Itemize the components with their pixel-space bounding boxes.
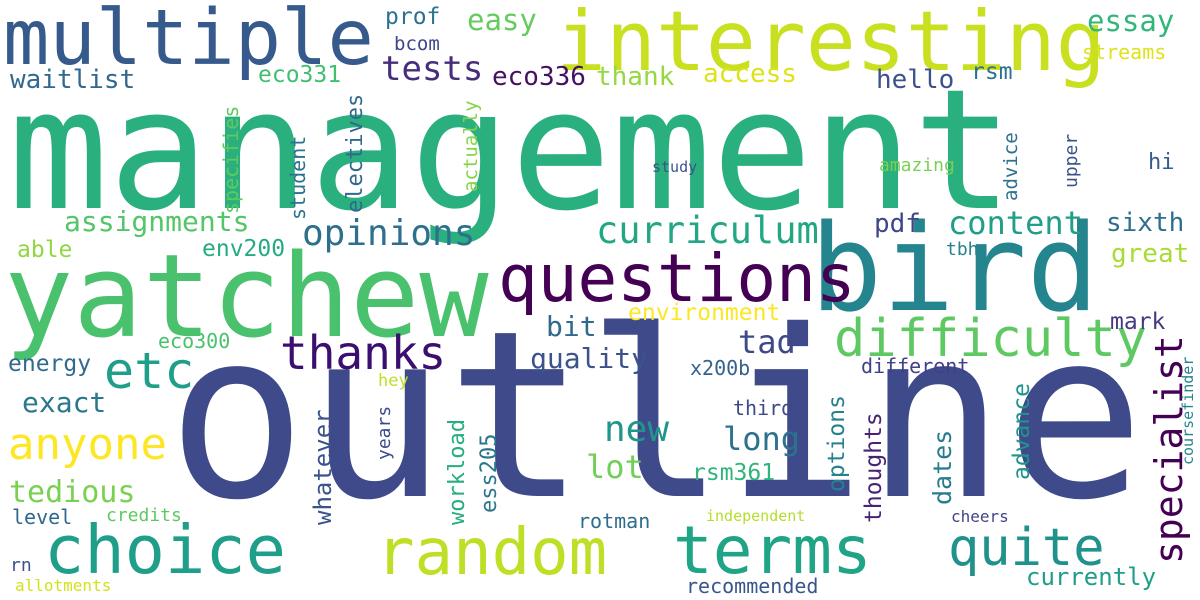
word-waitlist: waitlist: [10, 65, 136, 95]
word-options: options: [824, 395, 850, 492]
word-management: management: [8, 54, 1014, 248]
word-long: long: [723, 420, 801, 458]
word-curriculum: curriculum: [596, 209, 819, 252]
word-eco336: eco336: [492, 62, 586, 92]
word-coursefinder: coursefinder: [1179, 356, 1197, 465]
word-actually: actually: [460, 100, 482, 192]
word-thanks: thanks: [280, 326, 447, 380]
word-eco300: eco300: [158, 329, 231, 353]
word-eco331: eco331: [258, 62, 342, 88]
word-quite: quite: [948, 518, 1105, 578]
word-terms: terms: [673, 512, 872, 589]
word-amazing: amazing: [879, 155, 955, 176]
word-bit: bit: [546, 310, 597, 343]
word-etc: etc: [104, 342, 195, 400]
word-hi: hi: [1148, 150, 1175, 175]
word-pdf: pdf: [874, 209, 921, 239]
word-whatever: whatever: [309, 409, 337, 525]
word-thoughts: thoughts: [861, 412, 887, 523]
word-study: study: [652, 158, 698, 176]
word-prof: prof: [385, 4, 441, 30]
word-tests: tests: [381, 49, 484, 89]
word-anyone: anyone: [8, 419, 167, 470]
word-advice: advice: [1000, 132, 1022, 201]
word-different: different: [861, 354, 970, 378]
word-environment: environment: [628, 300, 781, 326]
word-exact: exact: [22, 386, 107, 419]
word-multiple: multiple: [3, 0, 374, 83]
word-sixth: sixth: [1106, 208, 1185, 238]
word-advance: advance: [1009, 383, 1035, 480]
word-essay: essay: [1087, 4, 1175, 38]
word-student: student: [286, 135, 310, 220]
word-rsm361: rsm361: [692, 460, 776, 486]
word-recommended: recommended: [686, 574, 819, 598]
word-opinions: opinions: [302, 213, 476, 254]
word-env200: env200: [202, 236, 286, 262]
word-rn: rn: [10, 555, 32, 576]
word-rotman: rotman: [578, 509, 651, 533]
word-hello: hello: [876, 65, 955, 95]
word-tbh: tbh: [946, 239, 979, 260]
word-allotments: allotments: [15, 576, 112, 595]
word-difficulty: difficulty: [834, 309, 1148, 369]
word-upper: upper: [1061, 133, 1082, 188]
word-able: able: [17, 237, 73, 263]
word-electives: electives: [343, 93, 368, 213]
word-lot: lot: [586, 448, 644, 486]
word-interesting: interesting: [556, 0, 1106, 90]
word-specifies: specifies: [219, 105, 243, 214]
word-credits: credits: [106, 505, 182, 526]
word-mark: mark: [1110, 309, 1166, 335]
word-currently: currently: [1026, 563, 1157, 591]
word-bcom: bcom: [394, 33, 440, 55]
word-choice: choice: [44, 511, 287, 589]
word-questions: questions: [498, 240, 856, 317]
word-level: level: [12, 505, 73, 529]
word-new: new: [604, 409, 670, 450]
word-thank: thank: [596, 62, 675, 92]
word-tedious: tedious: [9, 475, 136, 510]
word-streams: streams: [1082, 40, 1167, 64]
word-easy: easy: [467, 3, 537, 37]
word-great: great: [1111, 239, 1190, 269]
word-content: content: [948, 204, 1083, 242]
word-third: third: [733, 396, 794, 420]
word-ess205: ess205: [477, 433, 502, 513]
word-dates: dates: [928, 429, 957, 505]
word-random: random: [376, 516, 608, 590]
word-rsm: rsm: [971, 59, 1013, 85]
word-assignments: assignments: [64, 205, 250, 238]
word-energy: energy: [8, 351, 92, 377]
word-cheers: cheers: [951, 507, 1009, 526]
word-tad: tad: [738, 323, 796, 361]
word-quality: quality: [530, 342, 649, 375]
word-hey: hey: [378, 371, 409, 391]
word-workload: workload: [445, 419, 470, 525]
word-access: access: [703, 59, 797, 89]
word-x200b: x200b: [690, 356, 751, 380]
word-independent: independent: [706, 507, 806, 525]
word-yatchew: yatchew: [4, 230, 489, 364]
word-bird: bird: [810, 200, 1099, 339]
word-outline: outline: [167, 281, 1145, 551]
word-years: years: [374, 405, 395, 460]
